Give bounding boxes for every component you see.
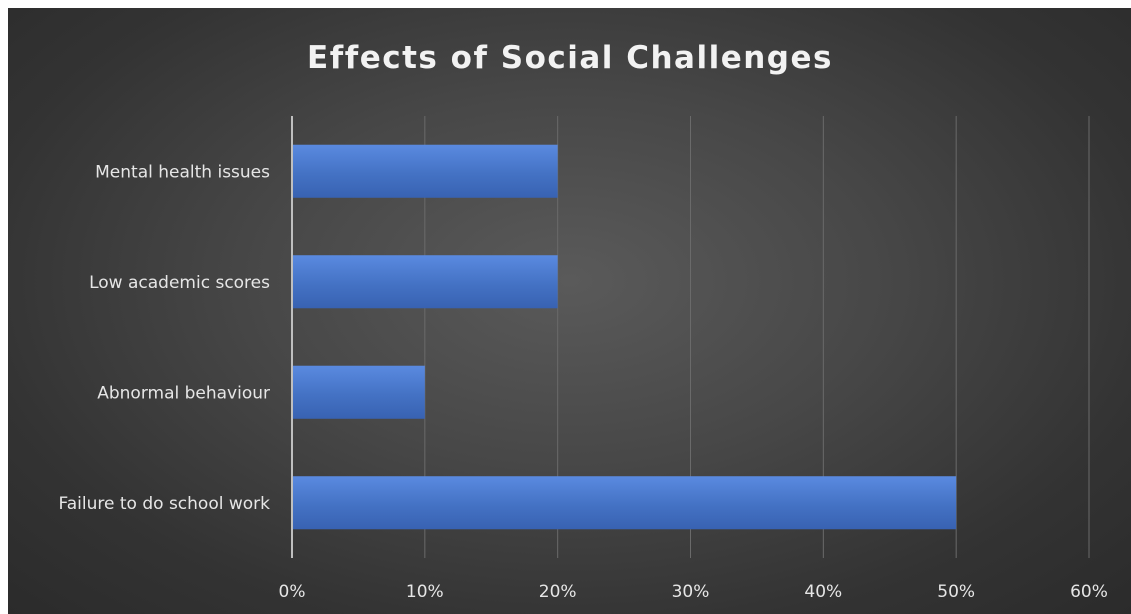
chart-container: Effects of Social Challenges Mental heal… <box>8 8 1131 614</box>
category-label: Failure to do school work <box>59 494 271 514</box>
bar <box>292 476 957 530</box>
category-label: Mental health issues <box>95 162 270 182</box>
x-tick-label: 40% <box>804 582 842 602</box>
chart-title: Effects of Social Challenges <box>307 40 833 76</box>
x-tick-label: 50% <box>937 582 975 602</box>
bar <box>292 144 558 198</box>
x-tick-label: 0% <box>279 582 306 602</box>
bar <box>292 255 558 309</box>
x-tick-label: 60% <box>1070 582 1108 602</box>
category-label: Low academic scores <box>89 273 270 293</box>
category-label: Abnormal behaviour <box>97 383 270 403</box>
x-tick-label: 10% <box>406 582 444 602</box>
bars <box>292 144 957 530</box>
x-tick-label: 30% <box>672 582 710 602</box>
bar <box>292 365 425 419</box>
bar-chart: Effects of Social Challenges Mental heal… <box>59 40 1108 602</box>
category-labels: Mental health issues Low academic scores A… <box>59 162 271 514</box>
x-tick-label: 20% <box>539 582 577 602</box>
x-tick-labels: 0% 10% 20% 30% 40% 50% 60% <box>279 582 1108 602</box>
